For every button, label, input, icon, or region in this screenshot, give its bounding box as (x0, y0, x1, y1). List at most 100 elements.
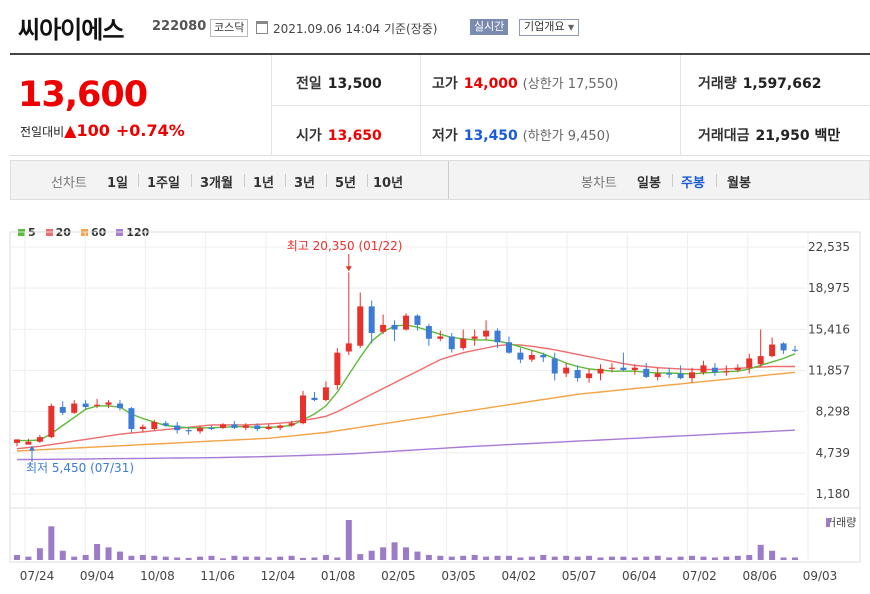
x-tick-label: 07/02 (682, 569, 717, 583)
max-arrow-icon (345, 266, 352, 272)
candle-body (460, 338, 467, 349)
volume-bar (208, 555, 215, 560)
open-value: 13,650 (327, 128, 382, 144)
volume-bars (14, 520, 798, 560)
volume-bar (483, 556, 490, 560)
volume-bar (734, 555, 741, 560)
period-3m[interactable]: 3개월 (200, 176, 233, 191)
candle-weekly[interactable]: 주봉 (681, 176, 705, 191)
volume-bar (288, 555, 295, 560)
volume-bar (368, 550, 375, 560)
volume-bar (792, 557, 798, 560)
realtime-button[interactable]: 실시간 (470, 19, 509, 35)
volume-bar (746, 554, 753, 560)
volume-bar (105, 547, 112, 560)
candle-body (517, 352, 524, 360)
candles (14, 272, 798, 447)
candle-body (757, 356, 764, 365)
candle-body (448, 336, 455, 350)
candle-body (551, 358, 558, 374)
volume-bar (608, 556, 615, 560)
volume-label: 거래량 (698, 76, 737, 92)
divider (326, 174, 327, 187)
prev-close-label: 전일 (296, 76, 322, 92)
volume-bar (94, 544, 101, 560)
period-3y[interactable]: 3년 (294, 176, 316, 191)
quote-datetime: 2021.09.06 14:04 기준(장중) (273, 20, 437, 37)
period-5y[interactable]: 5년 (335, 176, 357, 191)
volume-bar (71, 556, 78, 560)
volume-bar (494, 555, 501, 560)
volume-bar (403, 547, 409, 560)
period-1d[interactable]: 1일 (107, 176, 129, 191)
volume-bar (505, 555, 512, 560)
candle-body (437, 336, 444, 339)
volume-bar (574, 556, 581, 560)
volume-bar (197, 556, 204, 560)
divider (448, 161, 449, 199)
volume-bar (59, 550, 66, 560)
period-1w[interactable]: 1주일 (147, 176, 180, 191)
max-annotation: 최고 20,350 (01/22) (287, 239, 403, 253)
up-arrow-icon: ▲ (64, 121, 77, 140)
volume-bar (414, 551, 421, 560)
candle-body (391, 324, 398, 330)
volume-bar (597, 557, 604, 560)
candle-body (208, 427, 215, 429)
prev-close-value: 13,500 (327, 76, 382, 92)
day-high: 고가 14,000 (상한가 17,550) (432, 73, 618, 93)
candle-body (586, 373, 593, 379)
volume-bar (711, 557, 718, 560)
candle-body (139, 426, 146, 429)
candle-body (711, 367, 718, 373)
candle-daily[interactable]: 일봉 (637, 176, 661, 191)
moving-average-ma120 (16, 429, 796, 461)
volume-bar (551, 556, 558, 560)
candle-body (734, 367, 741, 371)
y-tick-label: 4,739 (816, 446, 850, 460)
candle-body (151, 422, 158, 429)
divider (367, 174, 368, 187)
y-tick-label: 1,180 (816, 487, 850, 501)
candle-body (780, 343, 787, 351)
x-tick-label: 01/08 (321, 569, 356, 583)
volume-bar (780, 557, 787, 560)
candle-body (322, 387, 329, 401)
volume-bar (631, 557, 638, 560)
company-overview-button[interactable]: 기업개요 ▼ (519, 19, 580, 36)
volume-bar (254, 556, 261, 560)
candle-body (368, 306, 375, 333)
chart-grid (9, 231, 861, 563)
candle-body (574, 370, 581, 379)
candle-body (94, 404, 101, 406)
candle-body (25, 441, 32, 445)
x-tick-label: 11/06 (200, 569, 235, 583)
volume-bar (517, 557, 524, 560)
candle-body (334, 352, 341, 386)
min-annotation: 최저 5,450 (07/31) (26, 461, 134, 475)
candle-body (666, 373, 673, 375)
candle-monthly[interactable]: 월봉 (727, 176, 751, 191)
y-tick-label: 22,535 (808, 240, 850, 254)
amount-value: 21,950 (755, 128, 810, 144)
volume-value: 1,597,662 (742, 76, 822, 92)
volume-bar (700, 556, 707, 560)
period-1y[interactable]: 1년 (253, 176, 275, 191)
volume-bar (25, 556, 32, 560)
volume-bar (162, 556, 169, 560)
candlestick-chart[interactable]: 22,535 18,975 15,416 11,857 8,298 4,739 1,180 0… (0, 210, 870, 594)
volume-legend-swatch (826, 518, 830, 527)
volume-bar (116, 551, 123, 560)
open-price: 시가 13,650 (296, 125, 382, 145)
amount-label: 거래대금 (698, 128, 750, 144)
volume-bar (48, 526, 55, 560)
volume-bar (128, 555, 135, 560)
moving-averages (16, 324, 796, 461)
period-10y[interactable]: 10년 (373, 176, 404, 191)
volume-bar (620, 556, 627, 560)
chart-toolbar: 선차트 1일 1주일 3개월 1년 3년 5년 10년 봉차트 일봉 주봉 월봉 (10, 160, 870, 200)
candle-body (769, 344, 776, 357)
stock-code: 222080 (152, 19, 207, 34)
y-tick-label: 11,857 (808, 364, 850, 378)
x-tick-label: 03/05 (441, 569, 476, 583)
